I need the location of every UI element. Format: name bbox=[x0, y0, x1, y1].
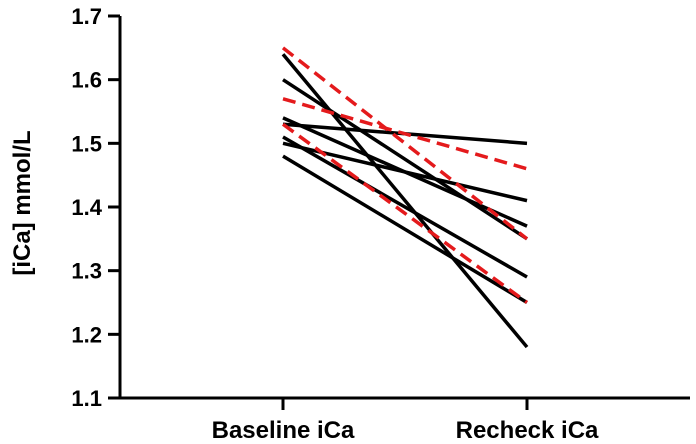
series-lines bbox=[281, 46, 529, 349]
y-axis: 1.1 1.2 1.3 1.4 1.5 1.6 1.7 bbox=[71, 4, 122, 411]
y-tick-label: 1.2 bbox=[71, 322, 102, 347]
series-line-solid bbox=[282, 135, 528, 279]
x-axis: Baseline iCa Recheck iCa bbox=[118, 396, 690, 444]
y-tick-label: 1.5 bbox=[71, 131, 102, 156]
y-tick-label: 1.4 bbox=[71, 195, 102, 220]
x-category-label: Baseline iCa bbox=[212, 417, 355, 444]
x-category-label: Recheck iCa bbox=[456, 417, 599, 444]
series-line-solid bbox=[281, 53, 529, 349]
series-line-dashed bbox=[282, 97, 528, 171]
series-line-solid bbox=[282, 78, 528, 241]
y-tick-label: 1.3 bbox=[71, 259, 102, 284]
y-tick-label: 1.6 bbox=[71, 68, 102, 93]
y-tick-label: 1.1 bbox=[71, 386, 102, 411]
series-line-solid bbox=[282, 154, 528, 305]
y-tick-label: 1.7 bbox=[71, 4, 102, 29]
series-line-dashed bbox=[281, 46, 529, 241]
y-axis-title: [iCa] mmol/L bbox=[9, 130, 36, 275]
series-line-dashed bbox=[281, 122, 529, 304]
